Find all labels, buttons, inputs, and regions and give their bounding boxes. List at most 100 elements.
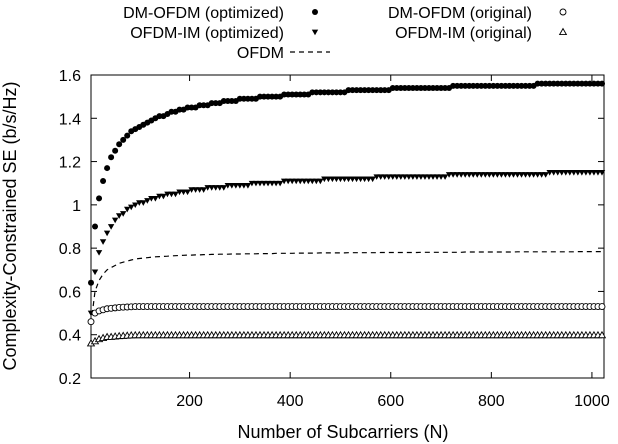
x-tick-label: 400	[277, 393, 304, 410]
data-point	[87, 318, 95, 326]
data-point	[490, 172, 497, 178]
data-point	[441, 174, 449, 180]
data-point	[172, 191, 179, 198]
y-tick-label: 1	[72, 198, 81, 215]
data-point	[321, 176, 328, 183]
data-point	[401, 174, 409, 180]
data-point	[478, 172, 485, 178]
data-point	[99, 239, 107, 245]
data-point	[252, 180, 260, 187]
data-point	[341, 176, 348, 183]
data-point	[264, 180, 272, 187]
data-point	[92, 223, 99, 230]
data-point	[152, 195, 159, 202]
x-tick-label: 600	[377, 393, 404, 410]
data-point	[433, 174, 441, 180]
y-tick-label: 0.6	[59, 284, 81, 301]
data-point	[104, 165, 111, 172]
data-point	[228, 182, 236, 189]
data-point	[449, 172, 457, 178]
legend-label: DM-OFDM (original)	[388, 5, 532, 22]
data-point	[124, 206, 131, 213]
plot-frame	[90, 74, 605, 379]
legend-key	[312, 9, 318, 15]
data-point	[212, 185, 219, 191]
data-point	[381, 174, 388, 180]
series-1	[87, 169, 606, 317]
data-point	[594, 169, 602, 176]
data-point	[148, 195, 155, 202]
data-point	[244, 182, 252, 189]
data-point	[530, 172, 537, 178]
data-point	[417, 174, 425, 180]
data-point	[502, 172, 509, 178]
data-point	[184, 189, 191, 196]
data-point	[128, 204, 135, 211]
data-point	[256, 180, 264, 187]
data-point	[466, 172, 473, 178]
data-point	[522, 172, 529, 178]
series-3	[87, 303, 606, 326]
data-point	[140, 200, 147, 206]
legend-label: OFDM	[237, 45, 284, 62]
chart-legend: DM-OFDM (optimized) OFDM-IM (optimized) OF…	[123, 5, 568, 62]
y-tick-label: 1.6	[59, 68, 81, 85]
x-axis-label: Number of Subcarriers (N)	[237, 422, 448, 442]
data-point	[293, 178, 300, 185]
legend-label: OFDM-IM (original)	[395, 25, 532, 42]
legend-key	[311, 29, 319, 36]
data-point	[598, 303, 606, 311]
data-point	[409, 174, 417, 180]
data-point	[405, 174, 413, 180]
data-point	[558, 169, 565, 176]
data-point	[297, 178, 304, 185]
legend-label: OFDM-IM (optimized)	[130, 25, 284, 42]
data-point	[566, 169, 573, 176]
data-point	[180, 189, 187, 196]
data-point	[196, 187, 203, 193]
data-point	[95, 250, 103, 256]
y-axis-label: Complexity-Constrained SE (b/s/Hz)	[0, 81, 20, 370]
series-0	[88, 80, 605, 286]
data-point	[284, 178, 292, 185]
legend-label: DM-OFDM (optimized)	[123, 5, 284, 22]
data-point	[389, 174, 396, 180]
data-point	[361, 176, 368, 183]
series-layer	[86, 80, 607, 347]
data-point	[554, 169, 561, 176]
data-point	[160, 193, 167, 200]
data-point	[236, 182, 244, 189]
x-tick-label: 200	[176, 393, 203, 410]
data-point	[393, 174, 400, 180]
data-point	[176, 189, 183, 196]
data-point	[309, 178, 316, 185]
data-point	[578, 169, 586, 176]
data-point	[474, 172, 481, 178]
data-point	[124, 132, 131, 139]
data-point	[453, 172, 461, 178]
data-point	[494, 172, 501, 178]
data-point	[397, 174, 405, 180]
data-point	[457, 172, 465, 178]
data-point	[204, 185, 211, 191]
data-point	[349, 176, 356, 183]
data-point	[357, 176, 364, 183]
data-point	[550, 169, 557, 176]
data-point	[482, 172, 489, 178]
data-point	[345, 176, 352, 183]
data-point	[590, 169, 598, 176]
data-point	[301, 178, 308, 185]
data-point	[119, 211, 127, 217]
data-point	[461, 172, 469, 178]
y-tick-label: 0.4	[59, 328, 81, 345]
data-point	[373, 174, 380, 180]
data-point	[470, 172, 477, 178]
data-point	[232, 182, 240, 189]
data-point	[598, 80, 605, 87]
data-point	[598, 169, 606, 176]
data-point	[115, 213, 123, 219]
data-point	[260, 180, 268, 187]
data-point	[156, 193, 163, 200]
data-point	[305, 178, 312, 185]
